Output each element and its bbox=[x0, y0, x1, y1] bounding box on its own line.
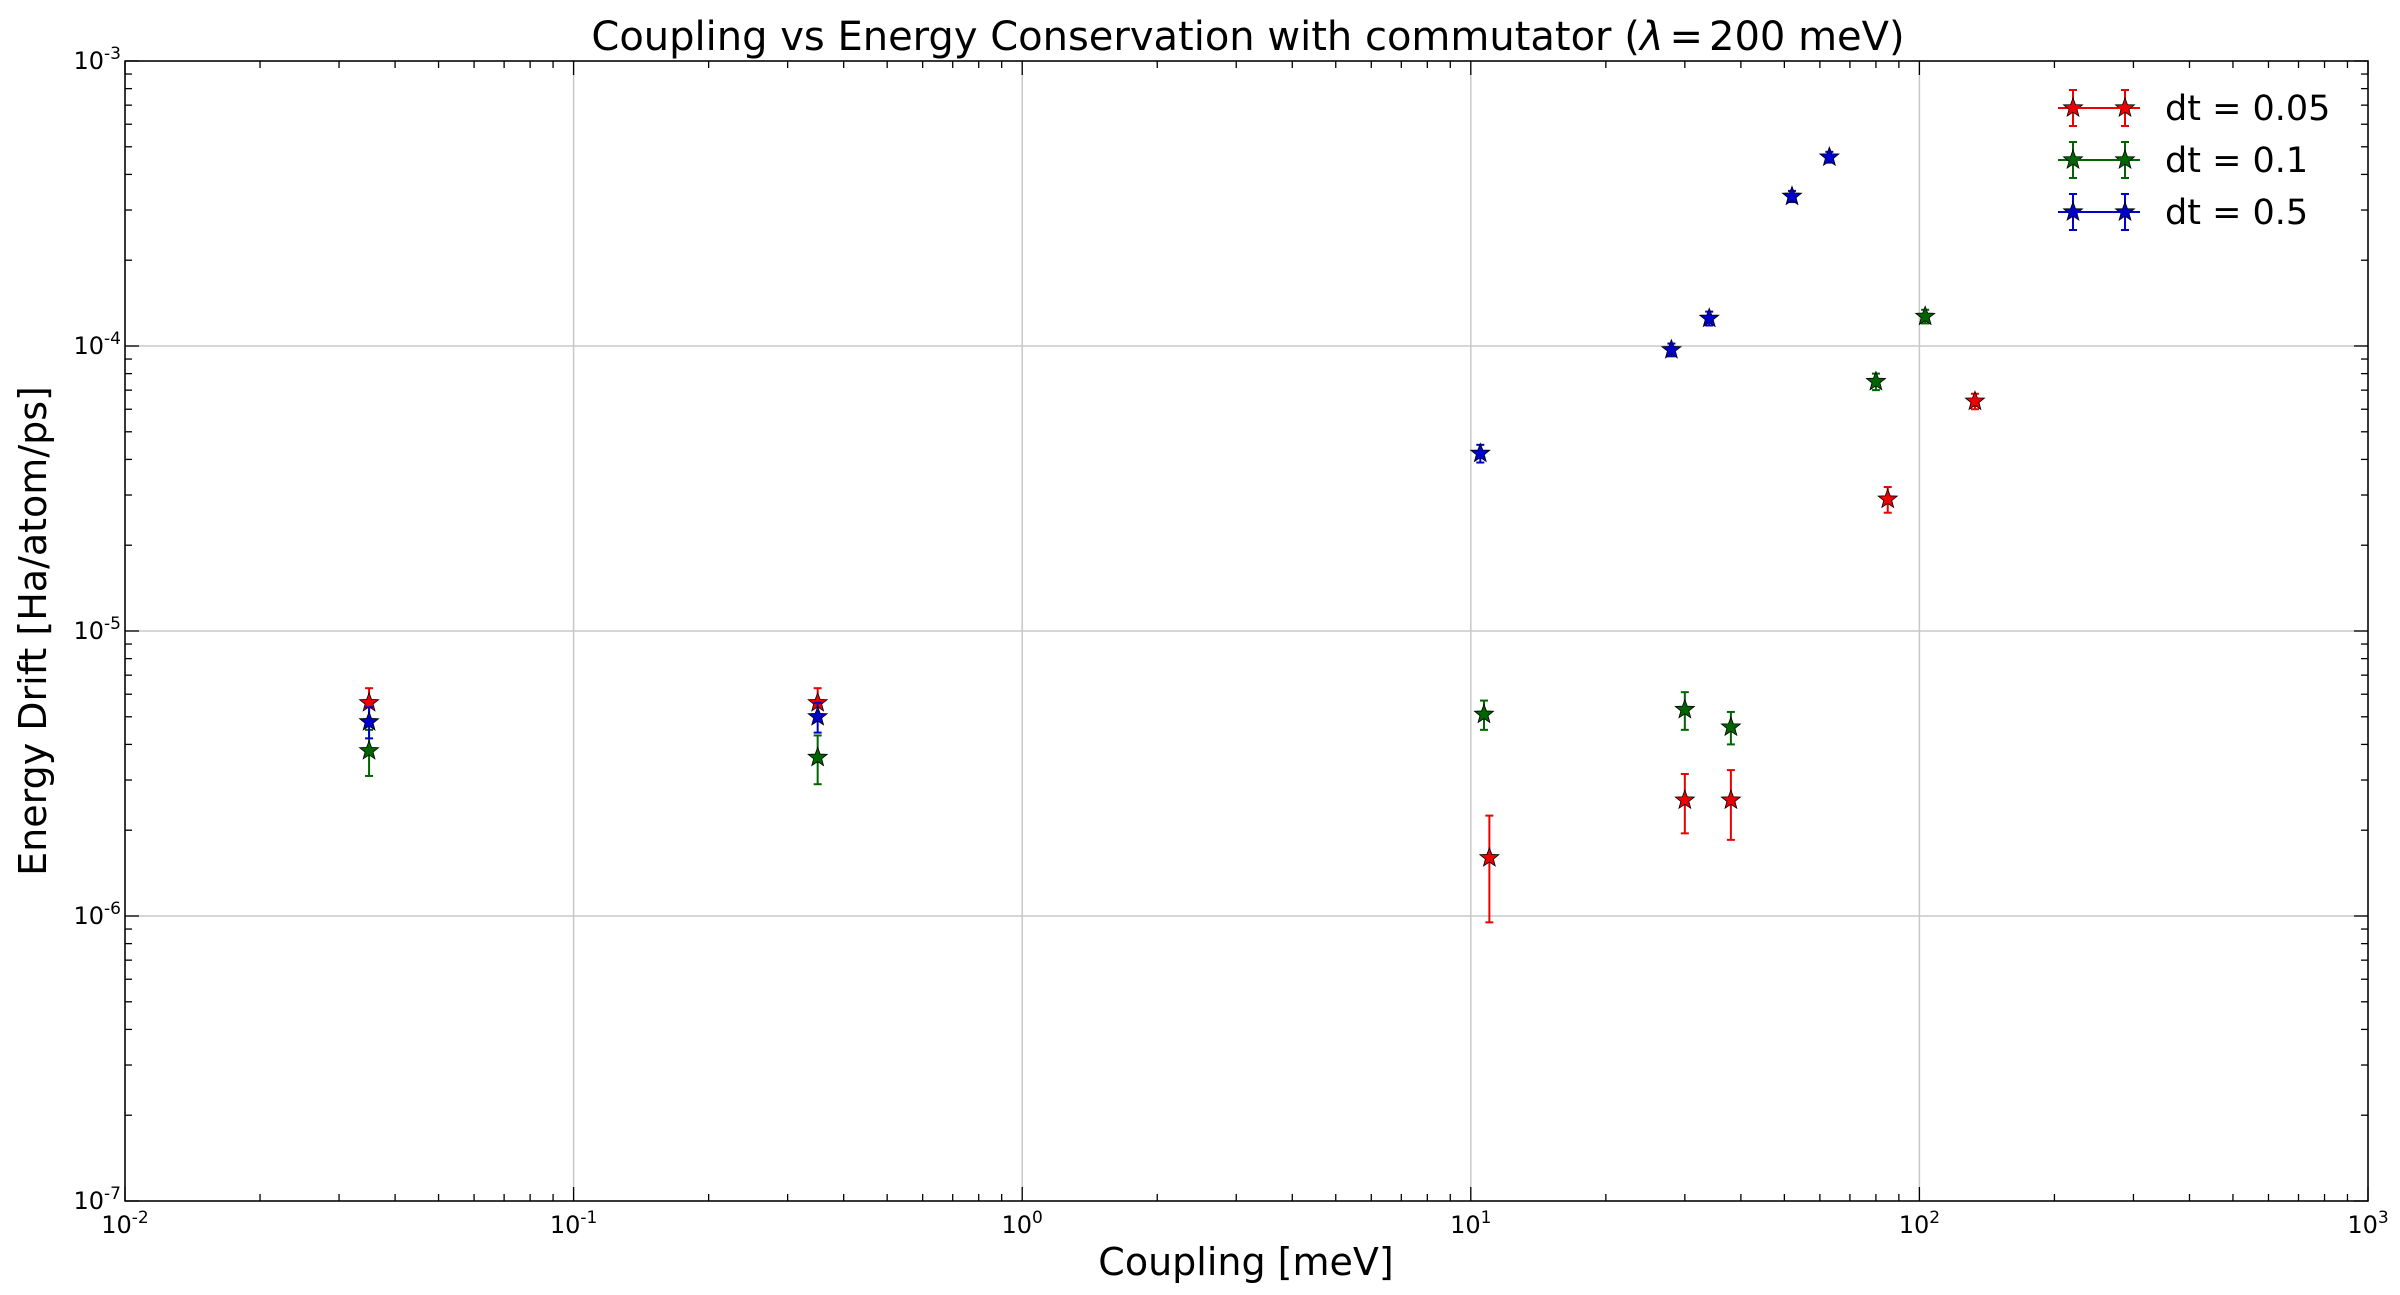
data-point bbox=[358, 739, 380, 760]
y-tick-label-base: 10 bbox=[74, 47, 105, 75]
data-point bbox=[1877, 488, 1899, 509]
data-point bbox=[1720, 788, 1742, 810]
data-point bbox=[1698, 307, 1720, 328]
y-tick-label: 10-4 bbox=[74, 329, 122, 360]
y-tick-label: 10-5 bbox=[74, 614, 122, 645]
chart-title-lambda: λ bbox=[1638, 14, 1664, 60]
legend-entry-1: dt = 0.1 bbox=[2058, 141, 2308, 181]
x-tick-label-base: 10 bbox=[1450, 1211, 1481, 1239]
y-tick-label-exponent: -5 bbox=[104, 614, 121, 634]
x-tick-label-exponent: -1 bbox=[580, 1208, 597, 1228]
chart-title-suffix: 200 meV) bbox=[1709, 14, 1905, 60]
y-tick-label: 10-7 bbox=[74, 1184, 122, 1215]
data-point bbox=[1818, 145, 1840, 167]
axis-ticks bbox=[124, 60, 2369, 1202]
x-tick-label-exponent: 0 bbox=[1032, 1208, 1043, 1228]
y-tick-label-exponent: -6 bbox=[104, 899, 121, 919]
data-point bbox=[1478, 846, 1500, 867]
x-tick-label-exponent: 1 bbox=[1481, 1208, 1492, 1228]
chart-title: Coupling vs Energy Conservation with com… bbox=[591, 14, 1904, 60]
y-tick-label-exponent: -7 bbox=[104, 1184, 121, 1204]
data-point bbox=[358, 710, 380, 731]
x-tick-label-base: 10 bbox=[1002, 1211, 1033, 1239]
y-tick-label-base: 10 bbox=[74, 332, 105, 360]
data-point bbox=[1781, 185, 1803, 206]
data-point bbox=[807, 746, 829, 767]
y-tick-label-base: 10 bbox=[74, 1187, 105, 1215]
x-tick-label-exponent: 3 bbox=[2378, 1208, 2389, 1228]
x-tick-label: 100 bbox=[1002, 1208, 1043, 1239]
x-tick-label: 10-1 bbox=[550, 1208, 598, 1239]
legend: dt = 0.05 dt = 0.1 dt = 0.5 bbox=[2058, 89, 2330, 233]
grid bbox=[124, 60, 2369, 1202]
y-tick-label: 10-3 bbox=[74, 44, 122, 75]
legend-label: dt = 0.05 bbox=[2165, 89, 2330, 129]
y-tick-label-base: 10 bbox=[74, 902, 105, 930]
data-point bbox=[1473, 703, 1495, 724]
x-tick-label-base: 10 bbox=[550, 1211, 581, 1239]
legend-entry-2: dt = 0.5 bbox=[2058, 193, 2308, 233]
legend-label: dt = 0.1 bbox=[2165, 141, 2308, 181]
data-point bbox=[1914, 305, 1936, 326]
data-point bbox=[1469, 442, 1491, 463]
y-tick-label-base: 10 bbox=[74, 617, 105, 645]
y-tick-label-exponent: -3 bbox=[104, 44, 121, 64]
legend-label: dt = 0.5 bbox=[2165, 193, 2308, 233]
x-tick-label: 101 bbox=[1450, 1208, 1491, 1239]
data-point bbox=[1674, 698, 1696, 719]
legend-entry-0: dt = 0.05 bbox=[2058, 89, 2330, 129]
x-tick-label-base: 10 bbox=[1899, 1211, 1930, 1239]
data-point bbox=[1660, 338, 1682, 359]
y-axis-label: Energy Drift [Ha/atom/ps] bbox=[11, 386, 55, 876]
x-tick-label: 10-2 bbox=[101, 1208, 149, 1239]
series-2 bbox=[358, 145, 1840, 740]
x-tick-label-exponent: -2 bbox=[132, 1208, 149, 1228]
chart-title-equals: = bbox=[1669, 14, 1703, 60]
data-point bbox=[1865, 370, 1887, 391]
data-point bbox=[1964, 390, 1986, 411]
x-tick-label-exponent: 2 bbox=[1929, 1208, 1940, 1228]
x-axis-label: Coupling [meV] bbox=[1098, 1240, 1393, 1284]
data-points bbox=[358, 145, 1986, 924]
x-tick-label-base: 10 bbox=[2347, 1211, 2378, 1239]
data-point bbox=[1720, 715, 1742, 737]
data-point bbox=[1674, 788, 1696, 810]
y-tick-label: 10-6 bbox=[74, 899, 122, 930]
series-1 bbox=[358, 305, 1936, 786]
x-tick-label-base: 10 bbox=[101, 1211, 132, 1239]
x-tick-label: 103 bbox=[2347, 1208, 2388, 1239]
data-point bbox=[807, 705, 829, 726]
chart-title-prefix: Coupling vs Energy Conservation with com… bbox=[591, 14, 1639, 60]
series-0 bbox=[358, 390, 1986, 924]
x-tick-label: 102 bbox=[1899, 1208, 1940, 1239]
y-tick-label-exponent: -4 bbox=[104, 329, 121, 349]
